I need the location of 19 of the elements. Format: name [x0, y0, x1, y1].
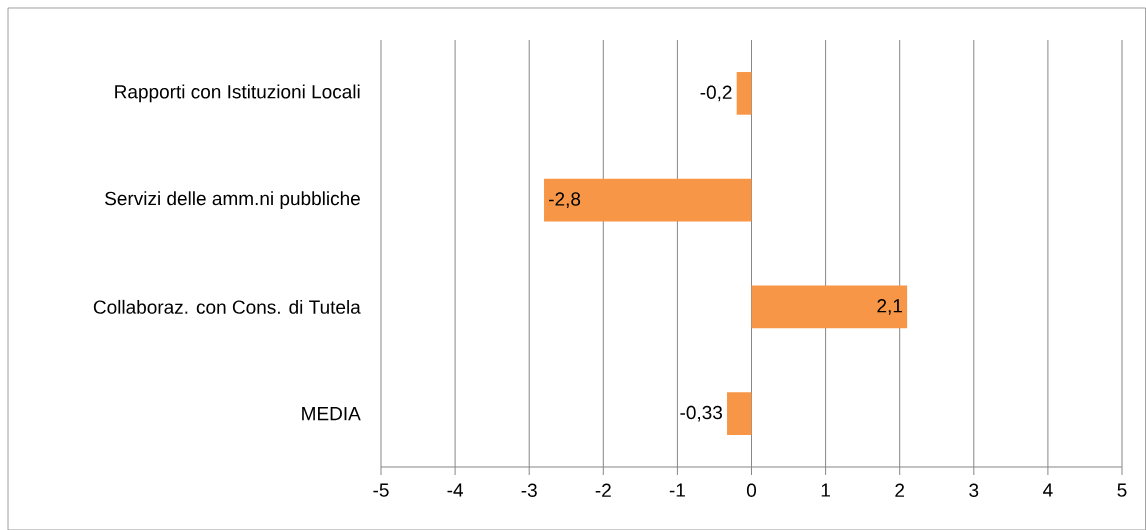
x-tick-label: 2: [895, 483, 905, 497]
x-tick-label: 4: [1043, 483, 1053, 497]
x-tick-label: -4: [447, 483, 463, 497]
y-tick-label: Rapporti con Istituzioni Locali: [115, 84, 360, 103]
x-tick-label: 1: [821, 483, 830, 497]
x-tick-label: -1: [669, 483, 685, 497]
x-tick-label: 3: [969, 483, 979, 497]
data-label: -0,2: [700, 85, 732, 102]
y-tick-label: Servizi delle amm.ni pubbliche: [105, 191, 360, 209]
data-label: -0,33: [680, 405, 722, 422]
x-tick-label: 0: [746, 483, 757, 497]
x-tick-label: -5: [373, 483, 389, 497]
data-label: 2,1: [877, 298, 902, 315]
data-label: -2,8: [549, 192, 581, 208]
x-tick-label: -2: [595, 483, 611, 497]
y-tick-label: MEDIA: [302, 406, 361, 420]
x-tick-label: -3: [521, 483, 537, 497]
x-tick-label: 5: [1117, 483, 1127, 497]
y-tick-label: Collaboraz. con Cons. di Tutela: [93, 299, 361, 314]
